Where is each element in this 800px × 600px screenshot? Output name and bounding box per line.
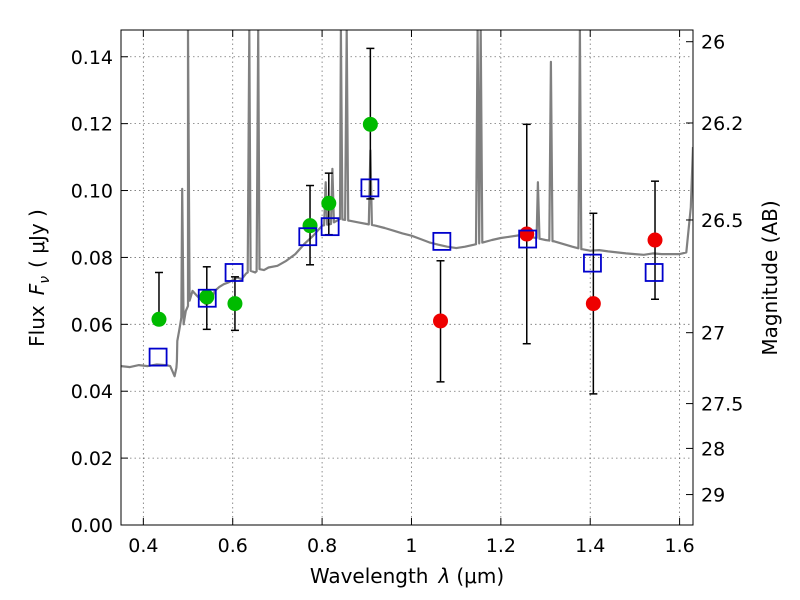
y-tick-label: 0.06: [71, 314, 113, 336]
y-tick-label: 0.14: [71, 47, 113, 69]
model-point-9: [644, 263, 664, 282]
data-point-red-3: [647, 232, 663, 248]
y2-tick-label: 26.2: [701, 113, 743, 135]
data-point-green-0: [151, 311, 167, 327]
y2-tick-label: 27.5: [701, 394, 743, 416]
x-axis-label: Wavelength λ (μm): [310, 564, 504, 588]
x-tick-label: 1.4: [575, 535, 605, 557]
y-axis-label: FluxFν( μJy ): [25, 209, 53, 347]
model-point-6: [432, 231, 452, 251]
y2-tick-label: 27: [701, 323, 725, 345]
data-point-green-3: [302, 218, 318, 234]
y2-tick-label: 29: [701, 485, 725, 507]
model-point-1: [197, 288, 217, 308]
model-point-8: [583, 253, 602, 273]
y-axis-ticks: 0.00 0.02 0.04 0.06 0.08 0.10 0.12 0.14: [71, 47, 128, 537]
model-point-4: [320, 217, 340, 237]
x-tick-label: 1: [405, 535, 417, 557]
y-tick-label: 0.04: [71, 381, 113, 403]
model-point-2: [224, 263, 244, 282]
x-tick-label: 0.8: [307, 535, 337, 557]
y-tick-label: 0.08: [71, 247, 113, 269]
y2-tick-label: 28: [701, 438, 725, 460]
x-tick-label: 1.6: [664, 535, 694, 557]
y-tick-label: 0.02: [71, 448, 113, 470]
model-point-3: [298, 227, 318, 247]
data-point-red-0: [433, 313, 449, 329]
data-point-red-1: [519, 226, 535, 242]
data-point-green-4: [321, 195, 337, 211]
x-tick-label: 0.6: [218, 535, 248, 557]
data-markers: [148, 116, 664, 367]
y2-axis-label: Magnitude (AB): [758, 200, 782, 355]
y-tick-label: 0.10: [71, 181, 113, 203]
y2-tick-label: 26: [701, 32, 725, 54]
plot-frame: [120, 29, 694, 526]
model-point-5: [360, 178, 380, 198]
data-point-green-1: [199, 289, 215, 305]
y2-axis-ticks: 26 26.2 26.5 27 27.5 28 29: [686, 32, 743, 507]
error-bars: [154, 47, 660, 395]
template-spectrum: [121, 30, 693, 378]
x-axis-ticks: 0.4 0.6 0.8 1 1.2 1.4 1.6: [128, 30, 695, 557]
x-tick-label: 0.4: [128, 535, 158, 557]
model-point-0: [148, 347, 168, 367]
y-tick-label: 0.00: [71, 515, 113, 537]
data-point-green-2: [227, 296, 243, 312]
data-point-green-5: [362, 116, 378, 132]
y2-tick-label: 26.5: [701, 210, 743, 232]
spectrum-line: [121, 30, 693, 378]
data-point-red-2: [585, 296, 601, 312]
x-tick-label: 1.2: [486, 535, 516, 557]
y-tick-label: 0.12: [71, 114, 113, 136]
model-point-7: [518, 229, 538, 249]
